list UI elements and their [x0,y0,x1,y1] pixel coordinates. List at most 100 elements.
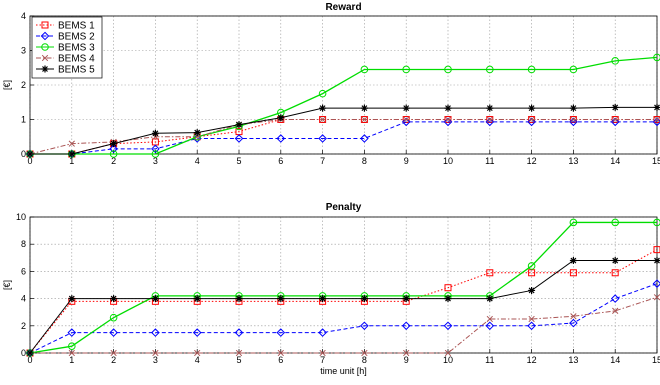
data-point [192,328,202,337]
data-point [486,104,494,112]
x-tick-label: 6 [278,355,283,365]
x-tick-label: 10 [443,355,453,365]
y-axis-label: [€] [2,280,12,290]
data-point [611,257,619,265]
data-point [444,349,452,357]
data-point [109,328,118,337]
data-point [26,150,34,158]
y-tick-label: 0 [21,348,26,358]
data-point [402,65,411,74]
x-tick-label: 7 [320,156,325,166]
x-tick-label: 9 [404,355,409,365]
series-bems-5 [26,103,660,158]
data-point [486,295,494,303]
data-point [235,121,243,129]
data-point [67,328,77,337]
x-tick-label: 0 [27,355,32,365]
x-tick-label: 12 [527,156,537,166]
legend-marker [40,31,50,41]
x-tick-label: 1 [69,355,74,365]
legend-marker [41,65,49,73]
data-point [109,313,118,322]
y-tick-label: 4 [21,11,26,21]
data-point [68,140,75,147]
x-tick-label: 15 [652,355,660,365]
y-tick-label: 8 [21,239,26,249]
data-point [569,65,578,74]
data-point [110,349,117,357]
y-axis-label: [€] [2,80,12,90]
chart-title: Penalty [326,202,362,213]
data-point [361,349,368,357]
data-point [569,117,578,127]
data-point [276,328,286,337]
x-tick-label: 4 [195,355,200,365]
data-point [653,116,660,123]
y-tick-label: 4 [21,294,26,304]
data-point [653,103,660,111]
series-bems-2 [25,279,660,358]
data-point [528,269,536,277]
x-tick-label: 11 [485,156,494,166]
data-point [653,257,660,265]
data-point [610,294,620,303]
data-point [486,315,493,323]
data-point [570,313,577,320]
data-point [653,53,660,62]
data-point [610,117,620,127]
data-point [528,116,535,123]
penalty-chart: 0 1 2 3 4 5 6 7 8 9 10 11 12 13 14 150246810Penalty[€]t… [2,202,660,376]
x-tick-label: 10 [443,156,453,166]
data-point [444,116,452,123]
data-point [152,349,159,357]
series-bems-5 [26,257,660,357]
data-point [276,134,286,143]
x-tick-label: 14 [610,355,620,365]
series-line [29,283,658,354]
data-point [527,321,536,331]
series-bems-4 [26,294,660,357]
data-point [653,294,660,301]
data-point [360,104,368,112]
data-point [486,269,494,277]
data-point [277,114,285,122]
x-tick-label: 13 [568,156,578,166]
data-point [402,104,410,112]
data-point [528,104,536,112]
y-tick-label: 1 [21,115,26,125]
data-point [109,144,118,154]
data-point [193,129,201,137]
x-tick-label: 5 [236,355,241,365]
legend-label: BEMS 5 [58,65,95,76]
data-point [652,279,660,288]
x-tick-label: 15 [652,156,660,166]
data-point [68,349,75,357]
data-point [443,117,453,127]
data-point [401,321,411,331]
data-point [612,116,619,123]
y-tick-label: 6 [21,266,26,276]
data-point [151,129,159,137]
data-point [234,134,244,143]
data-point [360,321,369,331]
data-point [611,269,619,277]
data-point [319,116,326,123]
data-point [235,295,243,303]
data-point [611,57,620,65]
data-point [485,117,495,127]
data-point [151,295,159,303]
data-point [570,116,577,123]
series-line [30,106,657,155]
chart-title: Reward [325,2,361,13]
data-point [109,150,118,158]
x-tick-label: 2 [111,355,116,365]
data-point [653,218,660,227]
data-point [401,117,411,127]
x-tick-label: 3 [153,355,158,365]
data-point [569,269,577,277]
data-point [444,295,452,303]
x-tick-label: 8 [362,156,367,166]
data-point [151,150,160,158]
data-point [611,218,620,227]
x-tick-label: 0 [27,156,32,166]
